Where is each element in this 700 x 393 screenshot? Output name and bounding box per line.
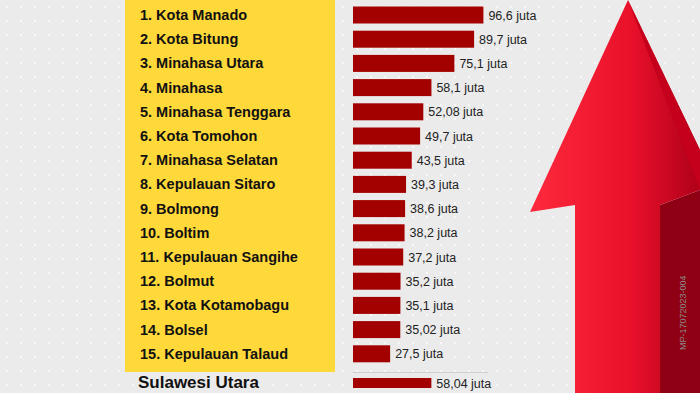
category-label: 13. Kota Kotamobagu: [140, 297, 289, 313]
category-label: 8. Kepulauan Sitaro: [140, 176, 276, 192]
bar: [353, 273, 401, 290]
labels: 1. Kota Manado 96,6 juta 2. Kota Bitung 89,…: [138, 7, 536, 392]
arrow-side: [660, 190, 700, 393]
bar: [353, 79, 431, 96]
range-line: [353, 372, 488, 373]
data-label: 58,04 juta: [436, 377, 491, 391]
category-label: 7. Minahasa Selatan: [140, 152, 278, 168]
bar: [353, 345, 390, 362]
category-label: 9. Bolmong: [140, 201, 219, 217]
data-label: 35,1 juta: [405, 299, 453, 313]
category-label: 1. Kota Manado: [140, 7, 247, 23]
data-label: 52,08 juta: [428, 105, 483, 119]
arrow-shade: [628, 0, 700, 190]
data-label: 35,2 juta: [406, 275, 454, 289]
data-label: 35,02 juta: [405, 323, 460, 337]
data-label: 89,7 juta: [479, 33, 527, 47]
background-dots: [0, 0, 700, 393]
data-label: 58,1 juta: [436, 81, 484, 95]
data-label: 75,1 juta: [459, 57, 507, 71]
bar: [353, 103, 423, 120]
data-label: 27,5 juta: [395, 347, 443, 361]
category-label: 3. Minahasa Utara: [140, 55, 264, 71]
category-label: 2. Kota Bitung: [140, 31, 238, 47]
category-label: 14. Bolsel: [140, 322, 208, 338]
category-label: 12. Bolmut: [140, 273, 214, 289]
annotation: MP-17072023-004: [678, 275, 688, 350]
bar: [353, 224, 405, 241]
label-panel: [125, 0, 335, 372]
data-label: 49,7 juta: [425, 130, 473, 144]
chart: MP-17072023-004 1. Kota Manado 96,6 juta 2.…: [0, 0, 700, 393]
category-label: 11. Kepulauan Sangihe: [140, 249, 298, 265]
bar: [353, 297, 400, 314]
bar: [353, 55, 454, 72]
bar: [353, 128, 420, 145]
category-label: 6. Kota Tomohon: [140, 128, 257, 144]
category-label: Sulawesi Utara: [138, 373, 259, 392]
bar: [353, 7, 483, 24]
bar: [353, 200, 405, 217]
data-label: 38,2 juta: [410, 226, 458, 240]
data-label: 39,3 juta: [411, 178, 459, 192]
data-label: 43,5 juta: [417, 154, 465, 168]
bar: [353, 378, 431, 388]
bar: [353, 152, 412, 169]
bar: [353, 31, 474, 48]
bar: [353, 249, 403, 266]
category-label: 4. Minahasa: [140, 80, 223, 96]
data-label: 96,6 juta: [488, 9, 536, 23]
arrow: [530, 0, 700, 393]
category-label: 15. Kepulauan Talaud: [140, 346, 288, 362]
background: [0, 0, 700, 393]
data-label: 38,6 juta: [410, 202, 458, 216]
data-label: 37,2 juta: [408, 251, 456, 265]
category-label: 10. Boltim: [140, 225, 209, 241]
category-label: 5. Minahasa Tenggara: [140, 104, 291, 120]
bar: [353, 321, 400, 338]
bar: [353, 176, 406, 193]
